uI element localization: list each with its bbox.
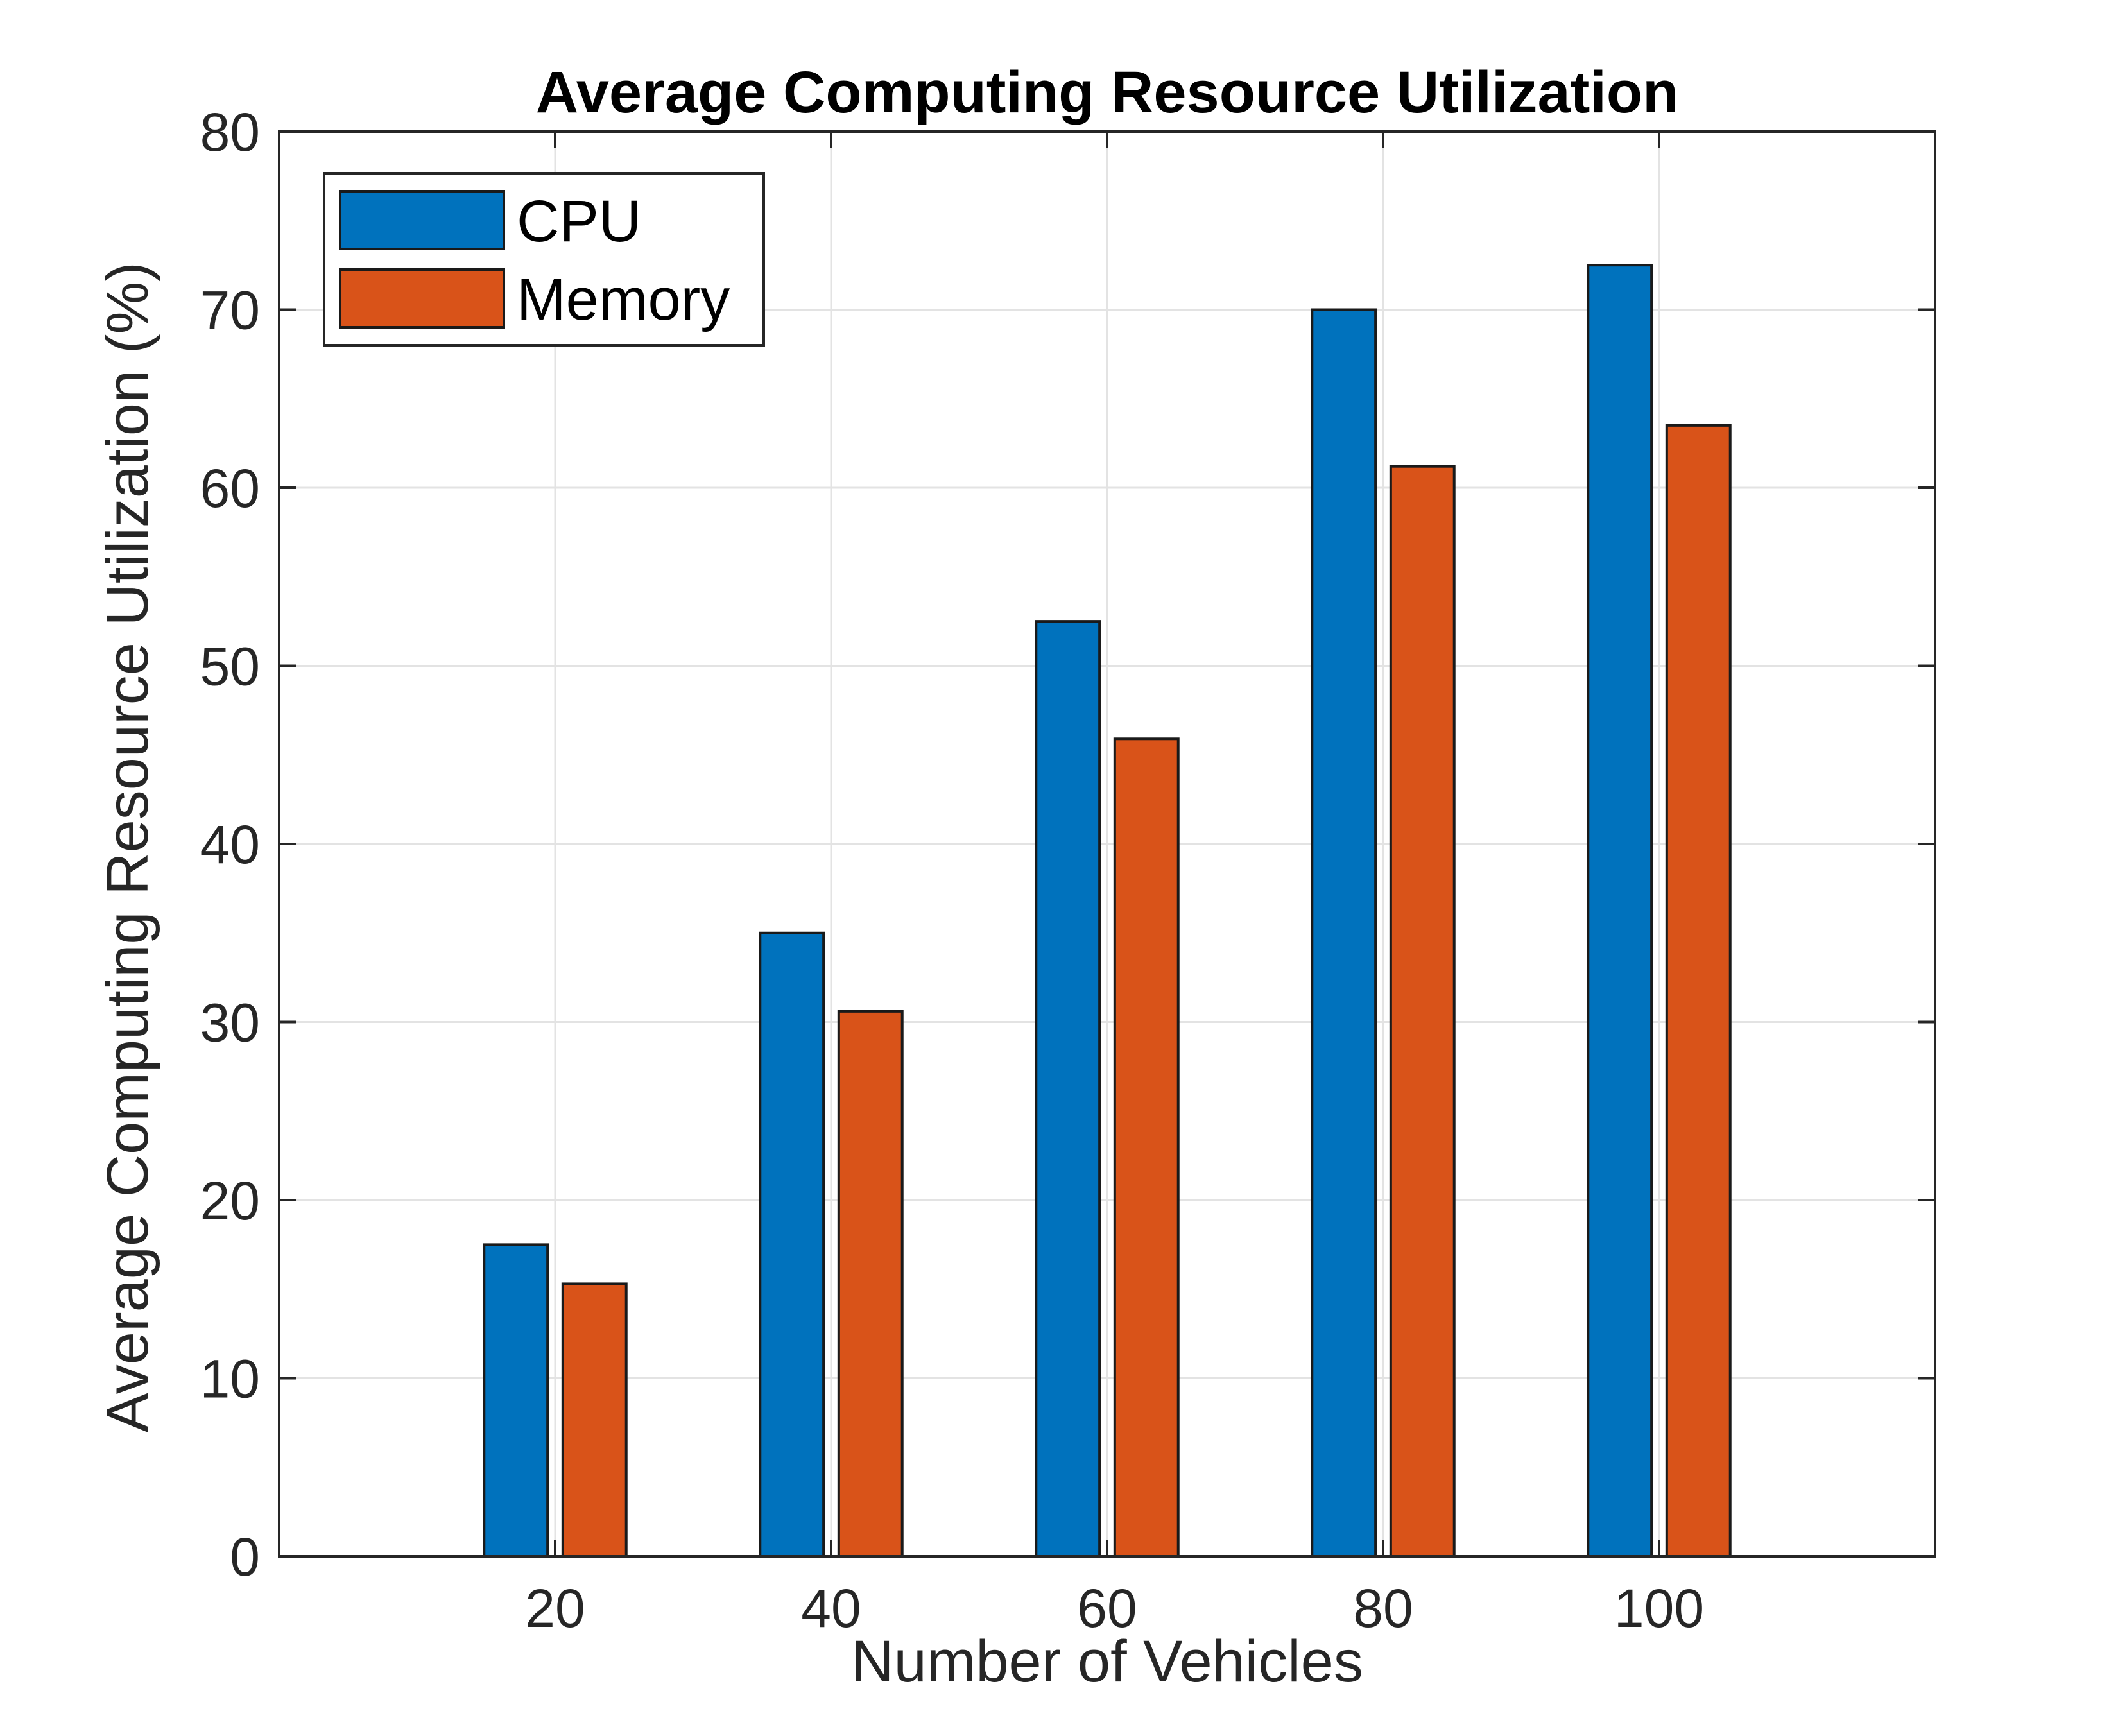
x-tick-label: 80 <box>1353 1578 1413 1638</box>
legend: CPU Memory <box>323 172 765 347</box>
y-axis-label: Average Computing Resource Utilization (… <box>95 262 160 1432</box>
y-tick-label: 20 <box>200 1171 260 1231</box>
chart-title: Average Computing Resource Utilization <box>536 60 1679 125</box>
x-tick-label: 60 <box>1077 1578 1137 1638</box>
y-tick-label: 30 <box>200 993 260 1053</box>
legend-swatch-cpu <box>339 190 505 250</box>
x-tick-label: 20 <box>525 1578 585 1638</box>
axes: 0 10 20 30 40 50 60 70 80 20 40 60 80 100 <box>200 102 1936 1638</box>
legend-swatch-memory <box>339 268 505 329</box>
bar-cpu-80 <box>1311 308 1377 1558</box>
bar-cpu-20 <box>483 1243 549 1558</box>
bar-memory-40 <box>837 1010 904 1558</box>
y-tick-label: 80 <box>200 102 260 162</box>
y-tick-label: 60 <box>200 458 260 519</box>
y-tick-label: 10 <box>200 1349 260 1409</box>
bar-cpu-60 <box>1035 620 1101 1558</box>
bar-memory-100 <box>1665 424 1732 1558</box>
bar-memory-20 <box>561 1282 628 1558</box>
bar-cpu-100 <box>1587 264 1653 1558</box>
x-tick-label: 100 <box>1614 1578 1704 1638</box>
bars <box>483 264 1732 1558</box>
y-tick-label: 0 <box>230 1527 260 1587</box>
legend-label-memory: Memory <box>517 267 730 332</box>
bar-cpu-40 <box>759 931 825 1558</box>
y-tick-label: 40 <box>200 814 260 875</box>
y-tick-label: 50 <box>200 637 260 697</box>
x-tick-label: 40 <box>801 1578 861 1638</box>
x-axis-label: Number of Vehicles <box>851 1629 1363 1694</box>
bar-memory-80 <box>1389 465 1456 1558</box>
y-tick-label: 70 <box>200 280 260 341</box>
bar-memory-60 <box>1113 737 1180 1558</box>
legend-label-cpu: CPU <box>517 189 641 254</box>
